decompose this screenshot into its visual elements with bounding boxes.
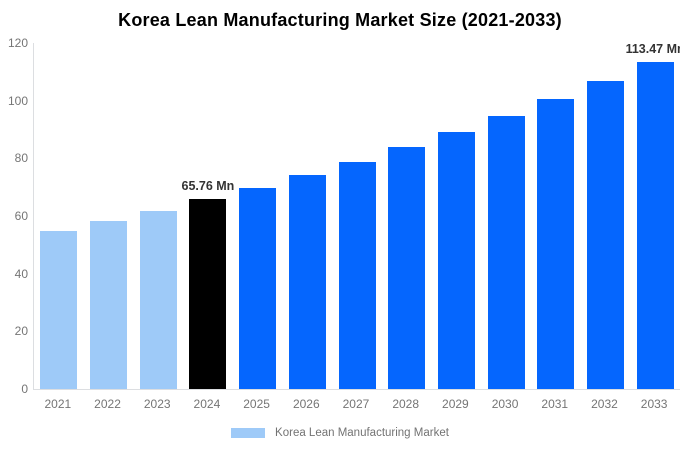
legend-swatch [231, 428, 266, 438]
x-tick-label-2029: 2029 [442, 397, 469, 411]
x-tick-label-2021: 2021 [44, 397, 72, 411]
y-tick-label-80: 80 [14, 151, 28, 166]
x-tick-label-2033: 2033 [640, 397, 668, 411]
y-tick-label-100: 100 [7, 93, 28, 108]
y-tick-label-60: 60 [14, 209, 28, 223]
bar-2027 [338, 161, 376, 389]
plot-area: 65.76 Mn 113.47 Mn [33, 41, 680, 390]
y-tick-label-120: 120 [7, 36, 28, 50]
y-tick-label-40: 40 [14, 266, 28, 281]
bar-2030 [487, 116, 525, 389]
y-tick-label-0: 0 [21, 382, 28, 396]
x-axis: 2021 2022 2023 2024 2025 2026 2027 2028 2029 2030… [33, 397, 679, 413]
x-tick-label-2025: 2025 [243, 397, 270, 411]
point-label-2024: 65.76 Mn [181, 179, 235, 194]
x-tick-label-2032: 2032 [591, 397, 618, 411]
x-tick-label-2027: 2027 [342, 397, 370, 411]
bar-2028 [388, 147, 426, 389]
bar-2024 [189, 199, 227, 389]
x-tick-label-2030: 2030 [491, 397, 519, 411]
x-tick-label-2024: 2024 [193, 397, 221, 411]
x-tick-label-2023: 2023 [143, 397, 171, 411]
x-tick-label-2022: 2022 [94, 397, 121, 411]
bar-2029 [437, 132, 475, 389]
bar-2033 [636, 61, 674, 389]
x-tick-label-2026: 2026 [292, 397, 320, 411]
y-tick-label-20: 20 [14, 324, 28, 339]
x-tick-label-2028: 2028 [392, 397, 420, 411]
bar-2025 [239, 187, 277, 389]
x-tick-label-2031: 2031 [541, 397, 569, 411]
bar-2022 [90, 221, 128, 389]
bar-2031 [537, 99, 575, 389]
bar-2032 [586, 81, 624, 389]
bar-2023 [139, 210, 177, 389]
legend-label: Korea Lean Manufacturing Market [275, 427, 449, 439]
bar-2026 [288, 174, 326, 389]
point-label-2033: 113.47 Mn [625, 41, 680, 56]
chart-title: Korea Lean Manufacturing Market Size (20… [118, 10, 562, 30]
legend: Korea Lean Manufacturing Market [0, 425, 680, 441]
bar-2021 [40, 230, 78, 389]
y-axis: 0 20 40 60 80 100 120 [0, 36, 28, 396]
